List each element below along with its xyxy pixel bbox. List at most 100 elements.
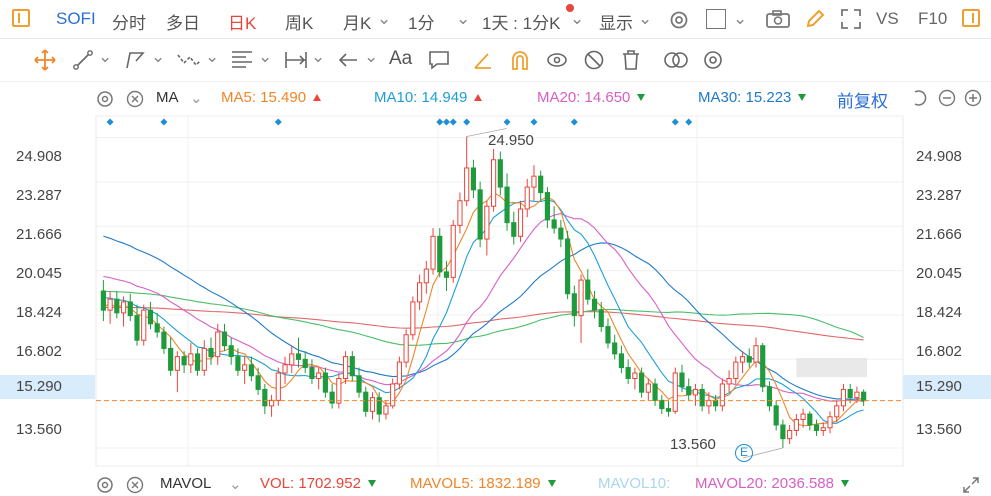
adjust-mode-button[interactable]: 前复权 — [837, 92, 888, 111]
right-panel-toggle-icon[interactable] — [962, 9, 980, 27]
period-weekly-k[interactable]: 周K — [285, 14, 314, 33]
candle-up — [484, 205, 490, 240]
fibonacci-tool-icon[interactable] — [230, 49, 254, 71]
candle-up — [410, 301, 416, 336]
candle-up — [416, 282, 423, 303]
candle-down — [713, 399, 719, 407]
chart-grid — [95, 115, 904, 467]
chevron-down-icon[interactable]: ⌄ — [311, 47, 326, 66]
undo-icon[interactable] — [910, 89, 928, 107]
chevron-down-icon[interactable]: ⌄ — [377, 9, 392, 28]
toolbar-settings-gear-icon[interactable] — [701, 48, 725, 72]
close-volume-icon[interactable] — [126, 476, 144, 494]
chevron-down-icon[interactable]: ⌄ — [733, 9, 748, 28]
volume-settings-icon[interactable] — [96, 476, 114, 494]
camera-icon[interactable] — [765, 9, 791, 29]
candles — [100, 136, 867, 448]
ma60-line — [103, 290, 864, 346]
candle-down — [538, 175, 544, 194]
chevron-down-icon[interactable]: ⌄ — [258, 47, 273, 66]
candle-up — [188, 353, 194, 366]
candle-down — [248, 364, 254, 377]
indicator-name[interactable]: MA — [156, 89, 179, 106]
chevron-down-icon[interactable]: ⌄ — [570, 9, 585, 28]
candle-down — [114, 298, 120, 314]
period-1min[interactable]: 1分 — [408, 14, 435, 33]
symbol-label[interactable]: SOFI — [56, 9, 96, 28]
comment-tool-icon[interactable] — [427, 48, 451, 72]
candle-up — [719, 383, 725, 407]
candle-down — [363, 391, 369, 412]
trend-down-icon — [637, 94, 646, 101]
ma30-value: MA30: 15.223 — [698, 89, 792, 106]
candle-up — [450, 224, 456, 278]
compare-vs-button[interactable]: VS — [876, 9, 899, 28]
volume-indicator-name[interactable]: MAVOL — [160, 475, 212, 492]
vol-value: VOL: 1702.952 — [260, 475, 361, 492]
angle-tool-icon[interactable] — [472, 49, 494, 71]
chevron-down-icon[interactable]: ⌄ — [638, 9, 653, 28]
settings-gear-icon[interactable] — [668, 9, 690, 31]
chevron-down-icon[interactable]: ⌄ — [364, 47, 379, 66]
period-daily-k[interactable]: 日K — [228, 14, 257, 33]
candle-down — [235, 356, 241, 371]
chevron-down-icon[interactable]: ⌄ — [205, 47, 220, 66]
candle-up — [706, 399, 712, 407]
candle-down — [591, 298, 598, 311]
candle-down — [598, 309, 604, 328]
ma30-legend: MA30: 15.223 — [698, 89, 807, 106]
line-tool-icon[interactable] — [72, 49, 94, 71]
close-indicator-icon[interactable] — [126, 90, 144, 108]
period-intraday[interactable]: 分时 — [112, 14, 146, 33]
chevron-down-icon[interactable]: ⌄ — [229, 476, 242, 493]
candle-up — [369, 397, 376, 412]
arrow-tool-icon[interactable] — [337, 49, 359, 71]
zoom-out-icon[interactable] — [938, 89, 956, 107]
candle-down — [773, 405, 779, 426]
chevron-down-icon[interactable]: ⌄ — [98, 47, 113, 66]
fullscreen-icon[interactable] — [840, 8, 862, 30]
y-tick-left: 13.560 — [16, 421, 62, 438]
polyline-tool-icon[interactable] — [124, 49, 146, 71]
chevron-down-icon[interactable]: ⌄ — [456, 9, 471, 28]
combo-period[interactable]: 1天 : 1分K — [482, 14, 561, 33]
candle-up — [524, 186, 530, 210]
hide-drawings-icon[interactable] — [582, 48, 606, 72]
chevron-down-icon[interactable]: ⌄ — [190, 90, 203, 107]
candle-up — [464, 167, 470, 202]
y-tick-right: 23.287 — [916, 187, 962, 204]
expand-panel-icon[interactable] — [962, 476, 980, 494]
period-multiday[interactable]: 多日 — [166, 14, 200, 33]
chevron-down-icon[interactable]: ⌄ — [151, 47, 166, 66]
display-menu[interactable]: 显示 — [599, 14, 633, 33]
magnet-icon[interactable] — [508, 48, 532, 72]
period-monthly-k[interactable]: 月K — [343, 14, 372, 33]
current-price-left: 15.290 — [0, 375, 95, 399]
text-tool-icon[interactable]: Aa — [389, 48, 413, 69]
candle-up — [215, 331, 221, 358]
zoom-in-icon[interactable] — [964, 89, 982, 107]
pencil-icon[interactable] — [803, 7, 827, 31]
candle-up — [141, 309, 147, 341]
event-dot — [503, 118, 511, 126]
link-rings-icon[interactable] — [662, 48, 690, 72]
f10-button[interactable]: F10 — [918, 9, 948, 28]
trend-down-icon — [367, 480, 376, 487]
earnings-event-marker[interactable]: E — [735, 444, 753, 462]
candle-up — [268, 399, 275, 407]
candle-down — [302, 358, 308, 369]
eye-toggle-icon[interactable] — [545, 48, 569, 72]
layout-box-icon[interactable] — [706, 9, 726, 29]
sidebar-toggle-icon[interactable] — [12, 9, 30, 27]
move-cross-icon[interactable] — [34, 49, 56, 71]
min-price-label: 13.560 — [670, 436, 716, 453]
candle-up — [800, 413, 806, 421]
candle-down — [161, 331, 167, 349]
wave-tool-icon[interactable] — [176, 49, 202, 71]
candle-up — [733, 361, 739, 379]
trash-icon[interactable] — [619, 48, 643, 72]
indicator-settings-icon[interactable] — [96, 90, 114, 108]
range-tool-icon[interactable] — [283, 49, 309, 71]
event-dot — [530, 118, 538, 126]
